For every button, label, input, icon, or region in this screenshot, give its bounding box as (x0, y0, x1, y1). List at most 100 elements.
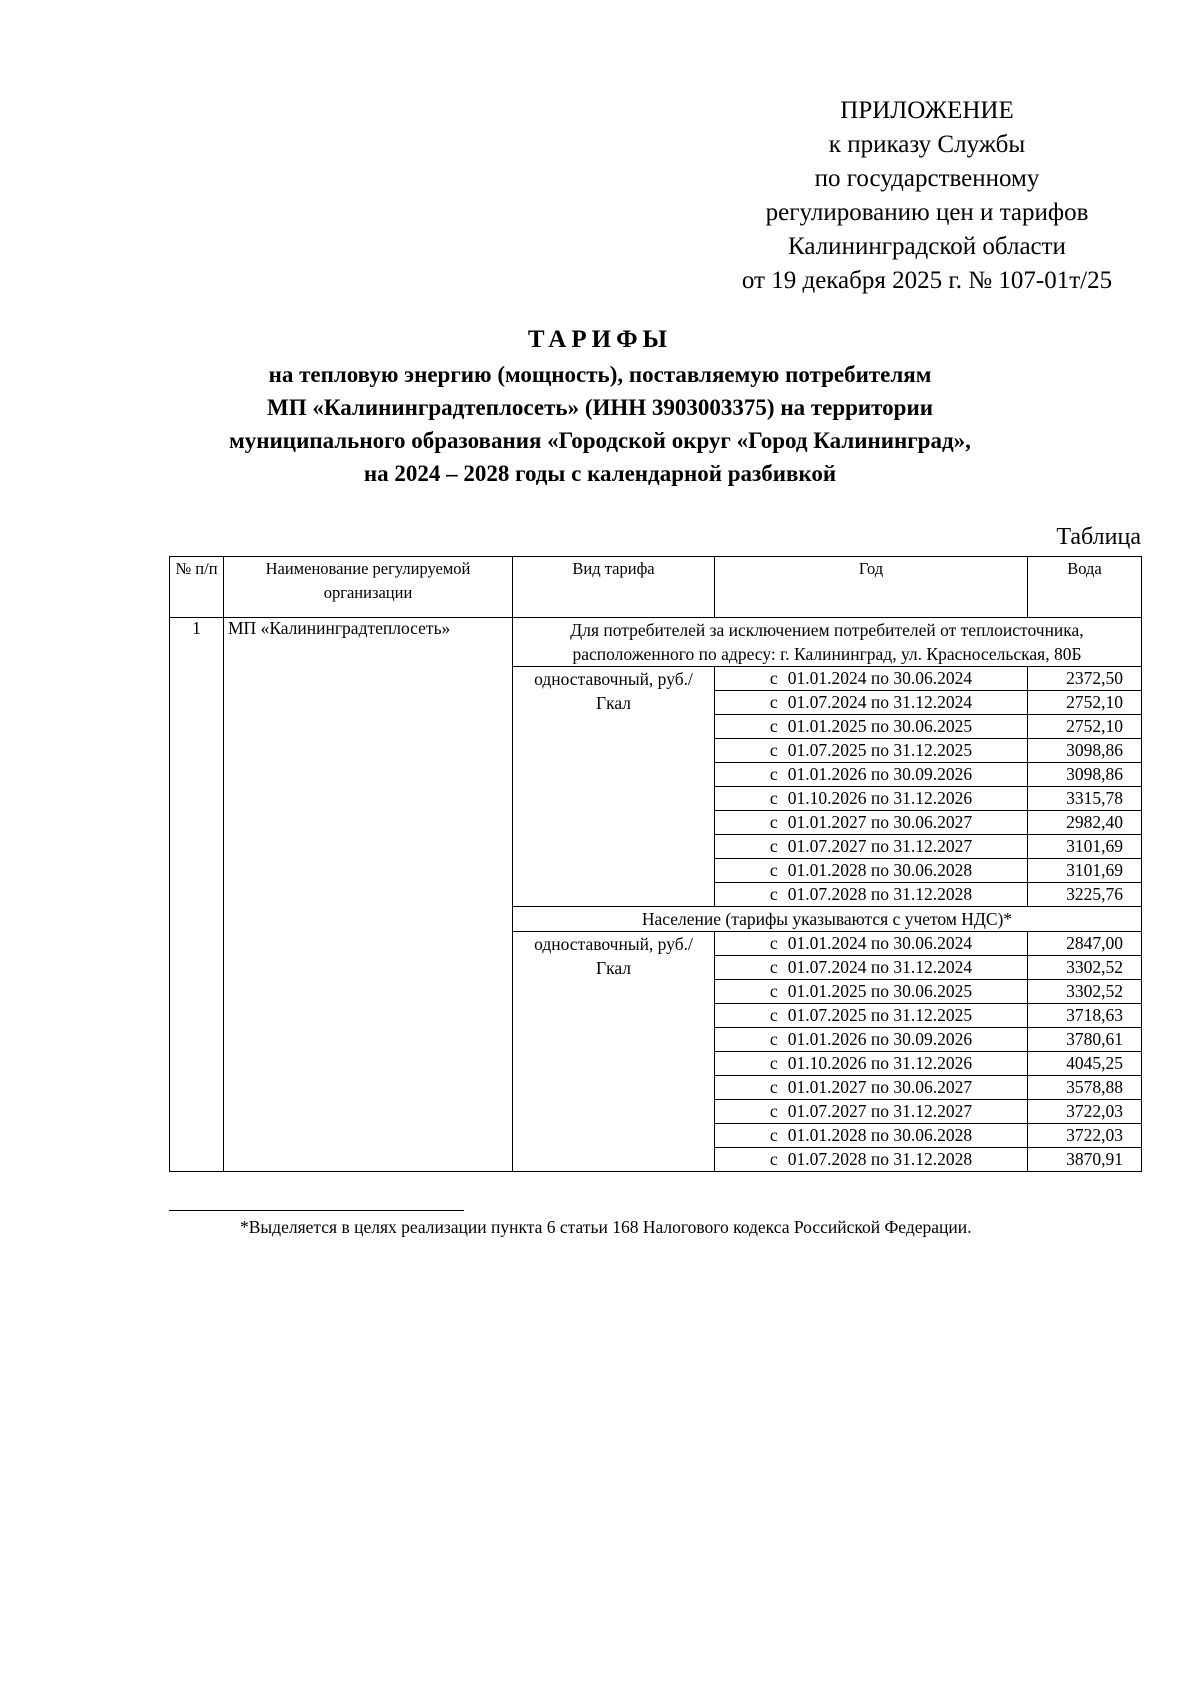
period: 01.01.2025 по 30.06.2025 (787, 716, 973, 736)
appendix-line: регулированию цен и тарифов (765, 199, 1089, 226)
title-main: ТАРИФЫ (527, 326, 673, 353)
document-title: ТАРИФЫ на тепловую энергию (мощность), п… (100, 322, 1100, 490)
table-row: с 01.07.2024 по 31.12.2024 2752,10 (170, 690, 1142, 715)
table-row: с 01.01.2028 по 30.06.2028 3101,69 (170, 858, 1142, 883)
tariff-kind: одноставочный, руб./Гкал (512, 666, 715, 907)
period-cell: с 01.01.2024 по 30.06.2024 (714, 666, 1028, 691)
water-value: 3225,76 (1027, 882, 1142, 907)
water-value: 3302,52 (1027, 955, 1142, 980)
period-cell: с 01.07.2027 по 31.12.2027 (714, 834, 1028, 859)
water-value: 3302,52 (1027, 979, 1142, 1004)
period-prefix: с (769, 957, 778, 977)
period-prefix: с (769, 1029, 778, 1049)
period-prefix: с (769, 860, 778, 880)
period: 01.01.2027 по 30.06.2027 (787, 812, 973, 832)
period-cell: с 01.01.2026 по 30.09.2026 (714, 1027, 1028, 1052)
period: 01.07.2028 по 31.12.2028 (787, 1149, 973, 1169)
row-number: 1 (169, 617, 224, 1172)
period-prefix: с (769, 764, 778, 784)
water-value: 3722,03 (1027, 1099, 1142, 1124)
period-cell: с 01.10.2026 по 31.12.2026 (714, 1051, 1028, 1076)
period-cell: с 01.07.2025 по 31.12.2025 (714, 1003, 1028, 1028)
table-row: одноставочный, руб./Гкал с 01.01.2024 по 3… (170, 931, 1142, 1172)
period-cell: с 01.01.2025 по 30.06.2025 (714, 714, 1028, 739)
table-label: Таблица (1056, 524, 1141, 550)
water-value: 2372,50 (1027, 666, 1142, 691)
table-row: с 01.07.2028 по 31.12.2028 3870,91 (170, 1147, 1142, 1172)
period-cell: с 01.01.2025 по 30.06.2025 (714, 979, 1028, 1004)
water-value: 2982,40 (1027, 810, 1142, 835)
period-cell: с 01.07.2024 по 31.12.2024 (714, 955, 1028, 980)
period: 01.07.2024 по 31.12.2024 (787, 957, 973, 977)
table-row: с 01.01.2028 по 30.06.2028 3722,03 (170, 1123, 1142, 1148)
segment-row: 1 МП «Калининградтеплосеть» Для потребител… (169, 617, 1142, 1172)
appendix-line: Калининградской области (788, 233, 1066, 260)
header-num: № п/п (169, 556, 224, 618)
consumer-segment: Население (тарифы указываются с учетом Н… (512, 906, 1142, 932)
period-cell: с 01.07.2028 по 31.12.2028 (714, 882, 1028, 907)
appendix-title: ПРИЛОЖЕНИЕ (840, 97, 1014, 124)
period: 01.07.2027 по 31.12.2027 (787, 836, 973, 856)
period-cell: с 01.07.2024 по 31.12.2024 (714, 690, 1028, 715)
water-value: 3870,91 (1027, 1147, 1142, 1172)
organization-name: МП «Калининградтеплосеть» (223, 617, 513, 1172)
table-row: с 01.01.2027 по 30.06.2027 2982,40 (170, 810, 1142, 835)
period-prefix: с (769, 1053, 778, 1073)
period-prefix: с (769, 1149, 778, 1169)
period: 01.01.2028 по 30.06.2028 (787, 860, 973, 880)
period-prefix: с (769, 933, 778, 953)
period: 01.01.2024 по 30.06.2024 (787, 668, 973, 688)
period-prefix: с (769, 884, 778, 904)
period: 01.07.2028 по 31.12.2028 (787, 884, 973, 904)
table-row: с 01.01.2026 по 30.09.2026 3780,61 (170, 1027, 1142, 1052)
period-prefix: с (769, 981, 778, 1001)
period-prefix: с (769, 716, 778, 736)
period: 01.01.2028 по 30.06.2028 (787, 1125, 973, 1145)
appendix-header: ПРИЛОЖЕНИЕ к приказу Службы по государст… (700, 94, 1154, 298)
footnote: *Выделяется в целях реализации пункта 6 … (240, 1217, 972, 1237)
water-value: 4045,25 (1027, 1051, 1142, 1076)
period: 01.07.2027 по 31.12.2027 (787, 1101, 973, 1121)
table-header-row: № п/п Наименование регулируемой организа… (169, 556, 1142, 618)
water-value: 2752,10 (1027, 690, 1142, 715)
table-row: с 01.01.2026 по 30.09.2026 3098,86 (170, 762, 1142, 787)
appendix-line: по государственному (814, 165, 1040, 192)
period: 01.01.2025 по 30.06.2025 (787, 981, 973, 1001)
title-line: МП «Калининградтеплосеть» (ИНН 390300337… (267, 395, 933, 420)
period-prefix: с (769, 1005, 778, 1025)
water-value: 3098,86 (1027, 738, 1142, 763)
period-cell: с 01.07.2028 по 31.12.2028 (714, 1147, 1028, 1172)
table-row: с 01.01.2025 по 30.06.2025 2752,10 (170, 714, 1142, 739)
table-row: одноставочный, руб./Гкал с 01.01.2024 по 3… (170, 666, 1142, 907)
water-value: 2752,10 (1027, 714, 1142, 739)
period-cell: с 01.01.2028 по 30.06.2028 (714, 1123, 1028, 1148)
period: 01.01.2026 по 30.09.2026 (787, 764, 973, 784)
period-cell: с 01.07.2027 по 31.12.2027 (714, 1099, 1028, 1124)
table-row: с 01.07.2025 по 31.12.2025 3718,63 (170, 1003, 1142, 1028)
header-year: Год (714, 556, 1028, 618)
title-line: муниципального образования «Городской ок… (229, 428, 971, 453)
period: 01.07.2025 по 31.12.2025 (787, 1005, 973, 1025)
tariff-kind: одноставочный, руб./Гкал (512, 931, 715, 1172)
water-value: 3101,69 (1027, 858, 1142, 883)
header-kind: Вид тарифа (512, 556, 715, 618)
period-prefix: с (769, 788, 778, 808)
tariffs-table: № п/п Наименование регулируемой организа… (169, 556, 1142, 1172)
period-cell: с 01.01.2026 по 30.09.2026 (714, 762, 1028, 787)
table-row: с 01.01.2025 по 30.06.2025 3302,52 (170, 979, 1142, 1004)
period-cell: с 01.01.2027 по 30.06.2027 (714, 810, 1028, 835)
period: 01.01.2024 по 30.06.2024 (787, 933, 973, 953)
period-cell: с 01.07.2025 по 31.12.2025 (714, 738, 1028, 763)
period-prefix: с (769, 1101, 778, 1121)
water-value: 3718,63 (1027, 1003, 1142, 1028)
period-prefix: с (769, 812, 778, 832)
table-row: с 01.07.2025 по 31.12.2025 3098,86 (170, 738, 1142, 763)
period: 01.01.2026 по 30.09.2026 (787, 1029, 973, 1049)
period: 01.10.2026 по 31.12.2026 (787, 788, 973, 808)
period-prefix: с (769, 1077, 778, 1097)
period-prefix: с (769, 1125, 778, 1145)
footnote-divider (169, 1210, 464, 1211)
header-water: Вода (1027, 556, 1142, 618)
period-prefix: с (769, 836, 778, 856)
period: 01.07.2025 по 31.12.2025 (787, 740, 973, 760)
